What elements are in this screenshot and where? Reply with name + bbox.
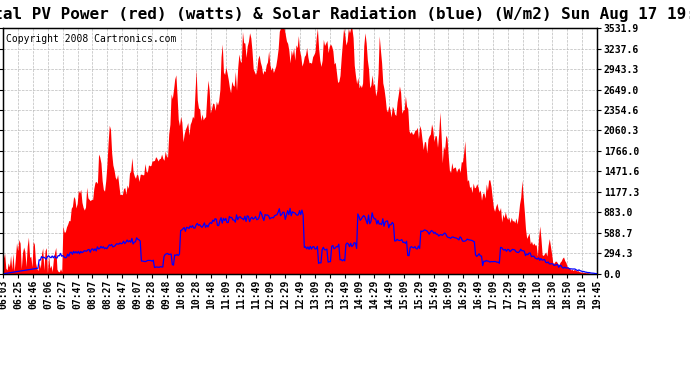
Text: Total PV Power (red) (watts) & Solar Radiation (blue) (W/m2) Sun Aug 17 19:46: Total PV Power (red) (watts) & Solar Rad… [0,6,690,22]
Text: Copyright 2008 Cartronics.com: Copyright 2008 Cartronics.com [6,34,177,44]
